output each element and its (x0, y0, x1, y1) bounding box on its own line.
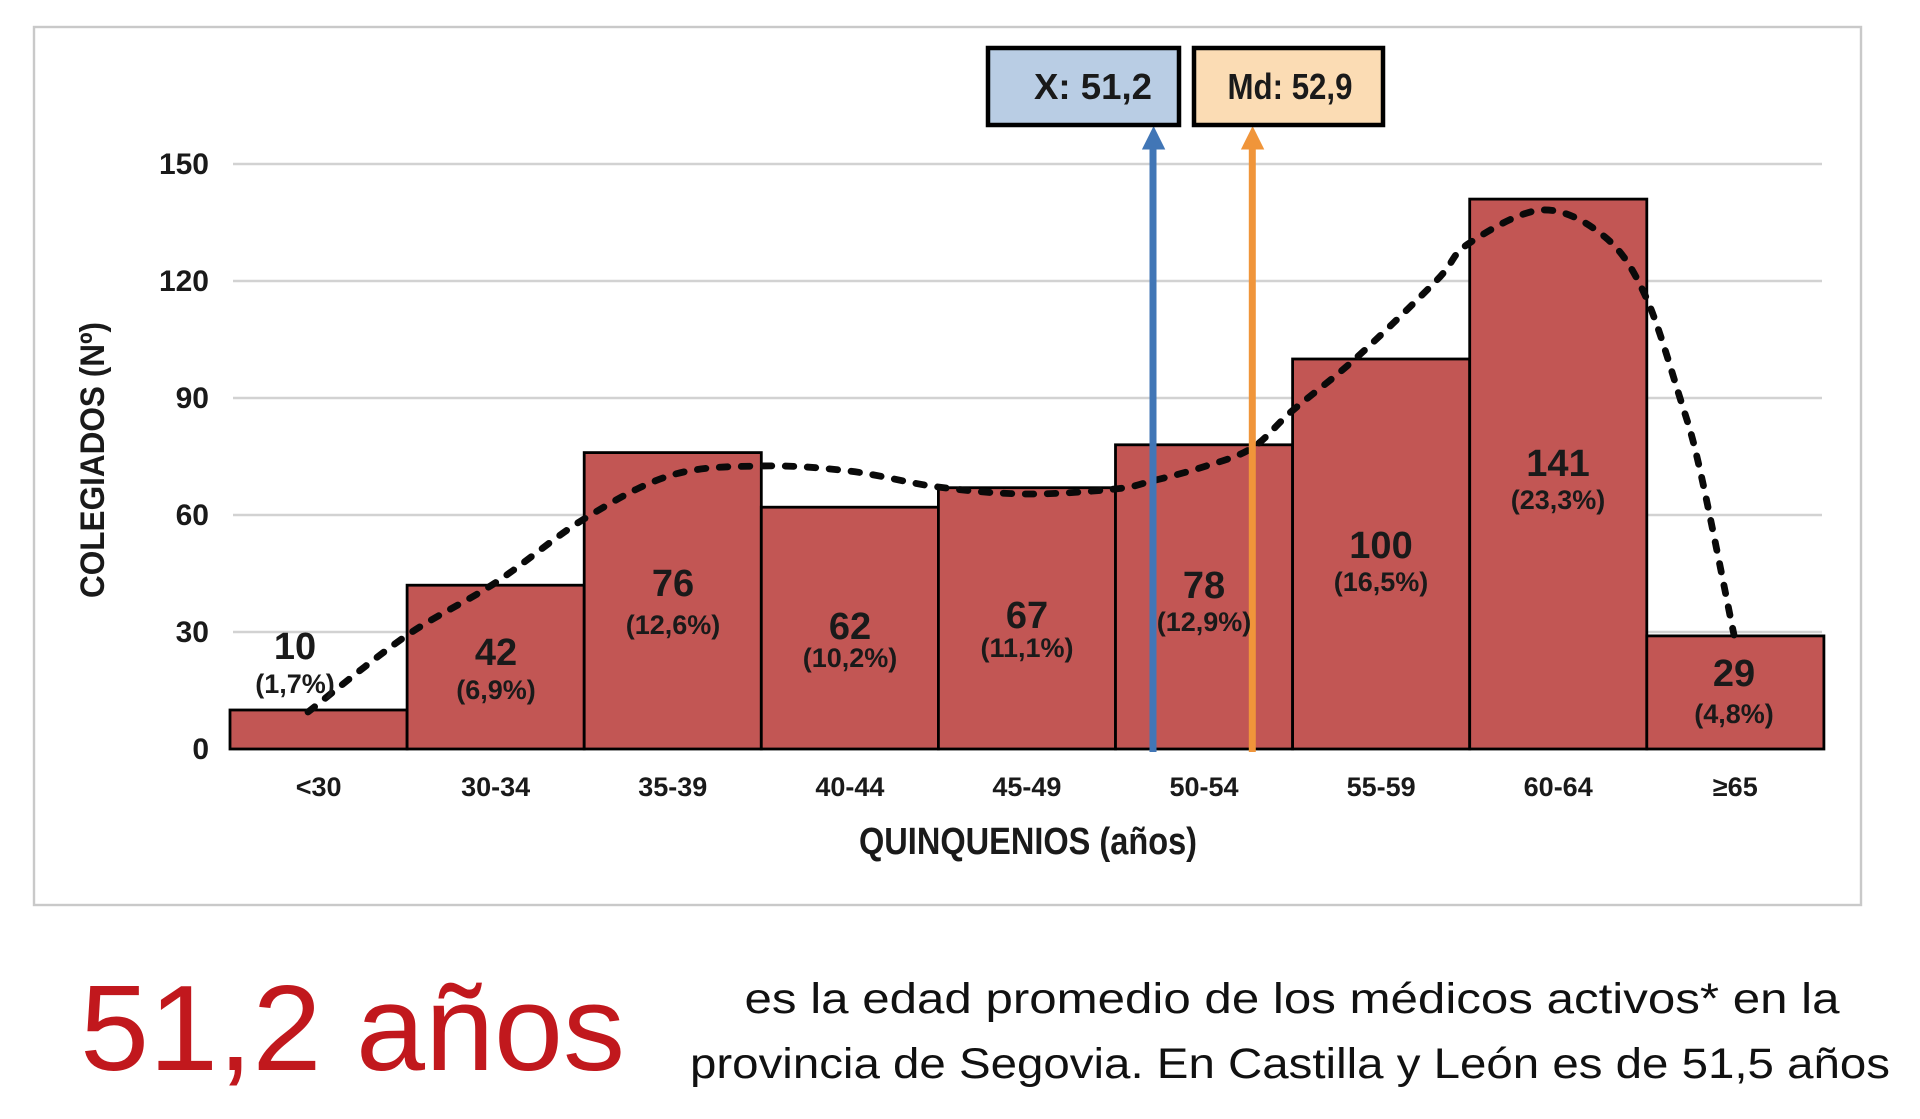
svg-text:(11,1%): (11,1%) (980, 633, 1073, 663)
svg-text:(16,5%): (16,5%) (1334, 567, 1429, 597)
svg-text:COLEGIADOS (Nº): COLEGIADOS (Nº) (74, 322, 112, 598)
svg-text:Md: 52,9: Md: 52,9 (1228, 66, 1353, 107)
svg-text:(6,9%): (6,9%) (456, 675, 536, 705)
svg-text:35-39: 35-39 (638, 772, 707, 802)
svg-text:90: 90 (176, 382, 209, 415)
svg-text:<30: <30 (296, 772, 342, 802)
svg-text:0: 0 (192, 733, 209, 766)
svg-text:29: 29 (1713, 653, 1755, 695)
svg-text:150: 150 (159, 148, 209, 181)
svg-text:(12,9%): (12,9%) (1157, 607, 1252, 637)
svg-text:60-64: 60-64 (1524, 772, 1593, 802)
svg-text:(4,8%): (4,8%) (1694, 699, 1774, 729)
svg-text:100: 100 (1349, 525, 1412, 567)
svg-text:30: 30 (176, 616, 209, 649)
svg-text:10: 10 (274, 626, 316, 668)
svg-text:40-44: 40-44 (815, 772, 884, 802)
svg-text:(23,3%): (23,3%) (1511, 485, 1606, 515)
svg-text:≥65: ≥65 (1713, 772, 1758, 802)
svg-text:(12,6%): (12,6%) (626, 610, 721, 640)
svg-text:QUINQUENIOS (años): QUINQUENIOS (años) (859, 821, 1197, 863)
svg-text:es la edad promedio de los méd: es la edad promedio de los médicos activ… (745, 975, 1840, 1023)
svg-text:(10,2%): (10,2%) (803, 643, 898, 673)
svg-text:42: 42 (475, 632, 517, 674)
svg-text:provincia de Segovia. En Casti: provincia de Segovia. En Castilla y León… (690, 1040, 1890, 1088)
svg-text:78: 78 (1183, 565, 1225, 607)
svg-text:X: 51,2: X: 51,2 (1034, 66, 1152, 107)
svg-text:67: 67 (1006, 595, 1048, 637)
svg-text:45-49: 45-49 (992, 772, 1061, 802)
svg-text:141: 141 (1526, 443, 1589, 485)
svg-text:30-34: 30-34 (461, 772, 530, 802)
svg-text:55-59: 55-59 (1347, 772, 1416, 802)
svg-text:51,2 años: 51,2 años (80, 960, 625, 1096)
svg-text:50-54: 50-54 (1169, 772, 1238, 802)
svg-text:62: 62 (829, 606, 871, 648)
svg-text:(1,7%): (1,7%) (255, 669, 335, 699)
svg-text:120: 120 (159, 265, 209, 298)
svg-text:76: 76 (652, 563, 694, 605)
svg-text:60: 60 (176, 499, 209, 532)
